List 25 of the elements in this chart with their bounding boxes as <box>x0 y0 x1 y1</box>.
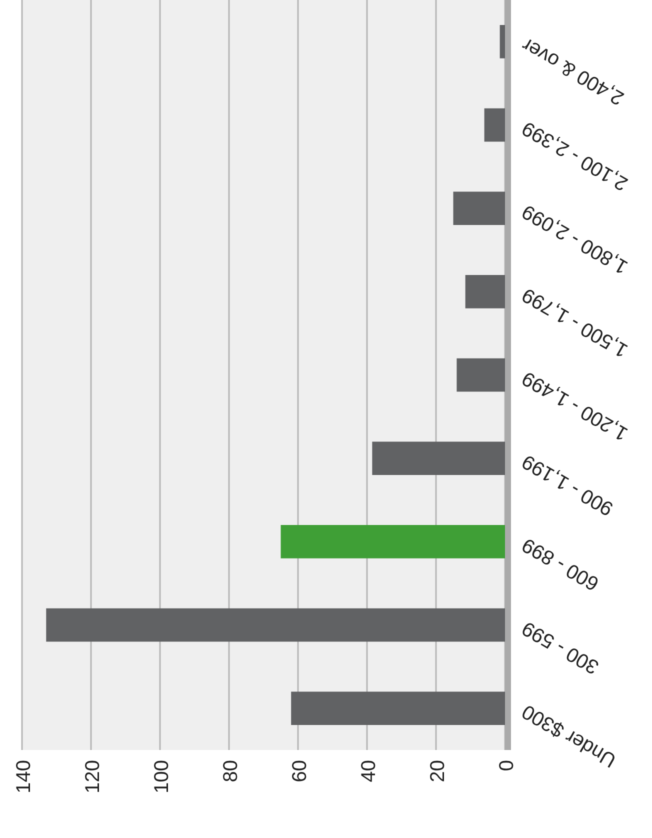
x-tick-label: 140 <box>13 760 35 794</box>
bar <box>46 608 505 642</box>
y-tick-label: 900 - 1,199 <box>518 450 618 520</box>
y-tick-label: 2,100 - 2,399 <box>518 116 632 195</box>
y-tick-label: 1,800 - 2,099 <box>518 200 632 278</box>
bar <box>484 108 505 142</box>
y-tick-label: 1,500 - 1,799 <box>518 283 632 362</box>
x-tick-label: 60 <box>289 760 311 782</box>
y-tick-label: 1,200 - 1,499 <box>518 366 632 445</box>
bar <box>372 442 505 475</box>
bar <box>456 358 505 392</box>
x-tick-label: 120 <box>82 760 104 794</box>
x-tick-label: 40 <box>358 760 380 782</box>
bar <box>280 525 505 558</box>
y-tick-label: 600 - 899 <box>518 533 603 595</box>
y-tick-label: 2,400 & over <box>518 33 628 110</box>
y-tick-label: 300 - 599 <box>518 616 603 678</box>
x-tick-label: 80 <box>220 760 242 782</box>
x-tick-label: 100 <box>151 760 173 794</box>
bar <box>465 275 505 308</box>
x-tick-label: 20 <box>427 760 449 782</box>
x-tick-label: 0 <box>496 760 518 772</box>
bar <box>291 692 505 725</box>
bar <box>500 25 505 58</box>
bar <box>453 192 505 225</box>
